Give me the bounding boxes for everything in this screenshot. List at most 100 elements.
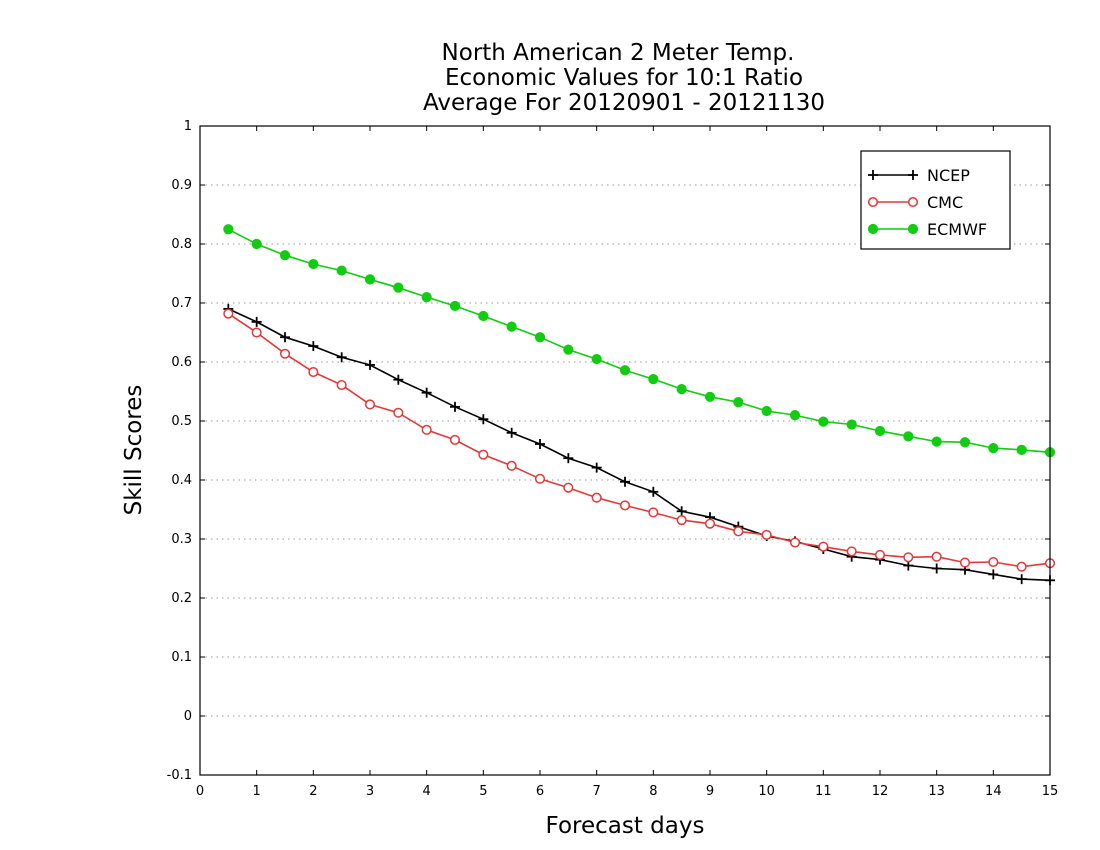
y-tick-label-10: 0.9 — [171, 178, 192, 193]
data-point-cmc-3 — [308, 366, 319, 378]
chart-title: North American 2 Meter Temp. Economic Va… — [423, 40, 825, 116]
data-point-ncep-4 — [336, 352, 347, 363]
y-tick-label-9: 0.8 — [171, 237, 192, 252]
series-cmc — [223, 308, 1056, 572]
data-point-ecmwf-5 — [364, 274, 376, 285]
data-point-ncep-28 — [1016, 574, 1027, 585]
x-tick-label-1: 1 — [253, 784, 261, 799]
data-point-cmc-23 — [874, 549, 886, 560]
data-point-ecmwf-3 — [308, 258, 319, 270]
data-point-cmc-13 — [591, 492, 602, 503]
y-tick-label-3: 0.2 — [171, 591, 192, 606]
data-point-ecmwf-17 — [704, 391, 716, 402]
x-tick-label-8: 8 — [649, 784, 657, 799]
y-tick-label-2: 0.1 — [171, 650, 192, 665]
plot-frame — [199, 125, 1051, 776]
x-tick-label-13: 13 — [928, 784, 945, 799]
legend-marker-cmc-end — [907, 196, 919, 208]
data-point-ecmwf-13 — [591, 353, 602, 365]
data-point-cmc-9 — [478, 449, 489, 460]
data-point-ecmwf-18 — [733, 397, 744, 408]
legend-marker-ecmwf-start — [867, 223, 879, 235]
series-line-ncep — [227, 308, 1051, 582]
data-point-ecmwf-22 — [846, 419, 857, 430]
series-layer — [223, 224, 1056, 586]
data-point-ncep-15 — [648, 486, 659, 497]
data-point-ecmwf-9 — [478, 310, 489, 322]
x-tick-label-6: 6 — [536, 784, 544, 799]
data-point-ncep-3 — [308, 341, 319, 352]
series-ncep — [223, 303, 1055, 586]
chart-title-line-2: Economic Values for 10:1 Ratio — [445, 65, 803, 91]
x-tick-label-10: 10 — [758, 784, 775, 799]
data-point-ncep-16 — [676, 506, 687, 517]
data-point-ecmwf-16 — [676, 384, 687, 395]
series-ecmwf — [223, 224, 1056, 458]
data-point-ecmwf-11 — [534, 332, 546, 343]
x-tick-label-2: 2 — [309, 784, 317, 799]
legend-marker-cmc-start — [867, 196, 879, 208]
data-point-cmc-18 — [733, 526, 744, 537]
data-point-cmc-21 — [818, 541, 829, 552]
data-point-cmc-25 — [931, 551, 942, 562]
data-point-cmc-5 — [364, 399, 376, 410]
data-point-ecmwf-24 — [903, 431, 914, 442]
y-tick-label-11: 1 — [184, 119, 192, 134]
legend-label-cmc: CMC — [927, 193, 963, 212]
data-point-cmc-24 — [903, 552, 914, 563]
data-point-ncep-9 — [478, 414, 489, 425]
data-point-cmc-28 — [1016, 561, 1027, 572]
data-point-ecmwf-8 — [449, 300, 461, 312]
x-axis-ticks: 0 1 2 3 4 5 6 7 8 9 10 11 12 13 14 15 — [196, 126, 1058, 799]
data-point-ecmwf-27 — [988, 443, 999, 454]
data-point-cmc-0 — [223, 308, 234, 319]
x-tick-label-12: 12 — [872, 784, 889, 799]
data-point-ecmwf-23 — [874, 425, 886, 437]
x-tick-label-14: 14 — [985, 784, 1002, 799]
chart-title-line-1: North American 2 Meter Temp. — [442, 40, 795, 66]
x-tick-label-9: 9 — [706, 784, 714, 799]
data-point-ecmwf-6 — [393, 282, 404, 293]
data-point-cmc-2 — [279, 348, 291, 359]
data-point-cmc-12 — [563, 482, 574, 493]
data-point-ecmwf-19 — [761, 405, 772, 417]
data-point-cmc-17 — [704, 518, 716, 529]
y-tick-label-7: 0.6 — [171, 355, 192, 370]
data-point-ecmwf-10 — [506, 321, 517, 332]
data-point-cmc-16 — [676, 515, 687, 526]
data-point-ecmwf-7 — [421, 292, 432, 303]
x-tick-label-4: 4 — [423, 784, 431, 799]
data-point-cmc-11 — [534, 473, 546, 484]
data-point-cmc-7 — [421, 424, 432, 435]
legend-box — [860, 150, 1011, 250]
y-tick-label-5: 0.4 — [171, 473, 192, 488]
data-point-ecmwf-12 — [563, 344, 574, 355]
x-tick-label-11: 11 — [815, 784, 832, 799]
data-point-cmc-20 — [789, 537, 801, 548]
data-point-ncep-11 — [535, 439, 545, 450]
data-point-ncep-8 — [450, 401, 460, 412]
x-tick-label-5: 5 — [479, 784, 487, 799]
data-point-cmc-4 — [336, 379, 347, 391]
data-point-ncep-14 — [620, 476, 630, 487]
legend-label-ecmwf: ECMWF — [927, 220, 987, 239]
data-point-ecmwf-0 — [223, 224, 234, 235]
x-tick-label-15: 15 — [1042, 784, 1059, 799]
legend-label-ncep: NCEP — [927, 166, 970, 185]
data-point-ecmwf-1 — [251, 238, 262, 250]
legend-marker-ncep-end — [908, 170, 918, 180]
data-point-cmc-8 — [449, 434, 461, 445]
y-tick-label-6: 0.5 — [171, 414, 192, 429]
grid-lines — [200, 184, 1050, 717]
data-point-ecmwf-20 — [789, 410, 801, 421]
data-point-ncep-2 — [280, 332, 290, 343]
data-point-ncep-7 — [421, 387, 432, 398]
legend-item-ecmwf: ECMWF — [867, 220, 987, 239]
y-tick-label-1: 0 — [184, 709, 192, 724]
data-point-ncep-5 — [365, 359, 375, 370]
y-tick-label-4: 0.3 — [171, 532, 192, 547]
data-point-cmc-1 — [251, 327, 262, 338]
x-tick-label-0: 0 — [196, 784, 204, 799]
data-point-cmc-19 — [761, 529, 772, 540]
